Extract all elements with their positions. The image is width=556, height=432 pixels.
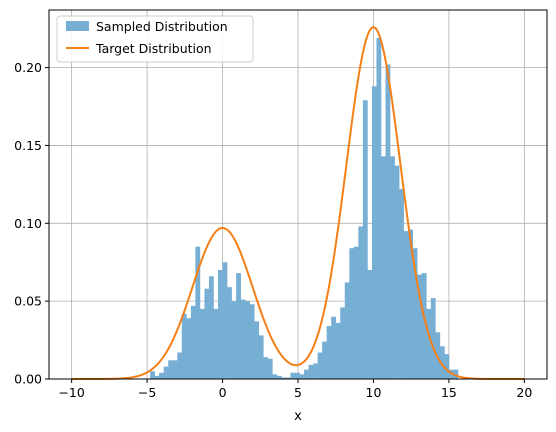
x-tick-label: 20 xyxy=(516,385,532,400)
histogram-bar xyxy=(272,374,278,379)
histogram-bar xyxy=(218,270,223,379)
histogram-bar xyxy=(371,86,377,379)
histogram-bar xyxy=(412,248,418,379)
histogram-bar xyxy=(331,316,337,379)
histogram-bar xyxy=(290,372,296,379)
histogram-bar xyxy=(335,322,341,379)
histogram-bars xyxy=(150,38,459,380)
histogram-bar xyxy=(358,226,364,379)
histogram-bar xyxy=(294,372,300,379)
legend-box xyxy=(56,15,254,63)
y-tick-label: 0.05 xyxy=(14,294,42,309)
x-tick-label: 5 xyxy=(294,385,302,400)
histogram-bar xyxy=(186,318,192,379)
histogram-bar xyxy=(181,313,187,379)
y-axis: 0.00 0.05 0.10 0.15 0.20 xyxy=(14,60,49,387)
histogram-bar xyxy=(326,326,332,379)
x-axis: −10 −5 0 5 10 15 20 xyxy=(58,379,532,400)
histogram-bar xyxy=(376,38,382,379)
histogram-bar xyxy=(213,308,219,379)
histogram-bar xyxy=(317,352,323,379)
histogram-bar xyxy=(367,270,373,379)
histogram-bar xyxy=(258,335,264,379)
histogram-bar xyxy=(159,372,164,379)
histogram-bar xyxy=(453,369,459,379)
y-tick-label: 0.20 xyxy=(14,60,42,75)
histogram-bar xyxy=(313,363,318,379)
x-tick-label: 15 xyxy=(441,385,457,400)
histogram-bar xyxy=(408,229,413,379)
x-tick-label: 0 xyxy=(219,385,227,400)
histogram-bar xyxy=(353,246,359,379)
x-tick-label: −10 xyxy=(58,385,84,400)
histogram-bar xyxy=(403,231,409,379)
y-tick-label: 0.10 xyxy=(14,216,42,231)
histogram-bar xyxy=(240,299,246,379)
histogram-bar xyxy=(236,273,241,379)
x-tick-label: −5 xyxy=(138,385,156,400)
histogram-bar xyxy=(190,305,196,379)
histogram-bar xyxy=(308,364,314,379)
histogram-bar xyxy=(267,358,273,379)
legend-label-target: Target Distribution xyxy=(95,41,212,56)
histogram-bar xyxy=(172,360,178,379)
histogram-bar xyxy=(285,377,291,379)
histogram-bar xyxy=(208,276,214,379)
histogram-bar xyxy=(263,357,269,379)
x-axis-label: x xyxy=(294,409,302,424)
histogram-bar xyxy=(430,298,436,379)
histogram-bar xyxy=(439,346,445,379)
y-tick-label: 0.00 xyxy=(14,372,42,387)
legend-label-sampled: Sampled Distribution xyxy=(96,19,228,34)
histogram-bar xyxy=(417,274,423,379)
histogram-bar xyxy=(281,377,287,379)
histogram-bar xyxy=(163,366,169,379)
histogram-bar xyxy=(421,273,427,379)
y-tick-label: 0.15 xyxy=(14,138,42,153)
histogram-bar xyxy=(245,301,251,379)
histogram-bar xyxy=(299,374,305,379)
histogram-bar xyxy=(344,282,350,379)
x-tick-label: 10 xyxy=(366,385,382,400)
histogram-bar xyxy=(204,288,210,379)
histogram-bar xyxy=(304,369,309,379)
histogram-bar xyxy=(381,156,386,379)
histogram-bar xyxy=(254,321,260,379)
histogram-bar xyxy=(349,248,355,379)
histogram-bar xyxy=(222,262,228,379)
histogram-bar xyxy=(399,189,404,379)
histogram-bar xyxy=(199,308,205,379)
histogram-bar xyxy=(231,301,237,379)
histogram-bar xyxy=(322,341,327,379)
histogram-bar xyxy=(168,360,174,379)
histogram-bar xyxy=(426,308,432,379)
histogram-bar xyxy=(394,165,400,379)
histogram-bar xyxy=(385,64,391,380)
legend: Sampled Distribution Target Distribution xyxy=(56,15,254,63)
histogram-bar xyxy=(195,246,201,379)
histogram-bar xyxy=(444,354,450,379)
histogram-bar xyxy=(227,287,232,379)
histogram-bar xyxy=(177,352,183,379)
legend-swatch-sampled xyxy=(66,21,89,31)
histogram-bar xyxy=(150,371,155,379)
histogram-bar xyxy=(390,156,395,379)
histogram-bar xyxy=(276,375,282,379)
target-distribution-line xyxy=(71,26,525,380)
histogram-bar xyxy=(362,100,368,379)
histogram-bar xyxy=(154,375,160,379)
histogram-bar xyxy=(249,304,255,379)
histogram-bar xyxy=(340,307,346,379)
